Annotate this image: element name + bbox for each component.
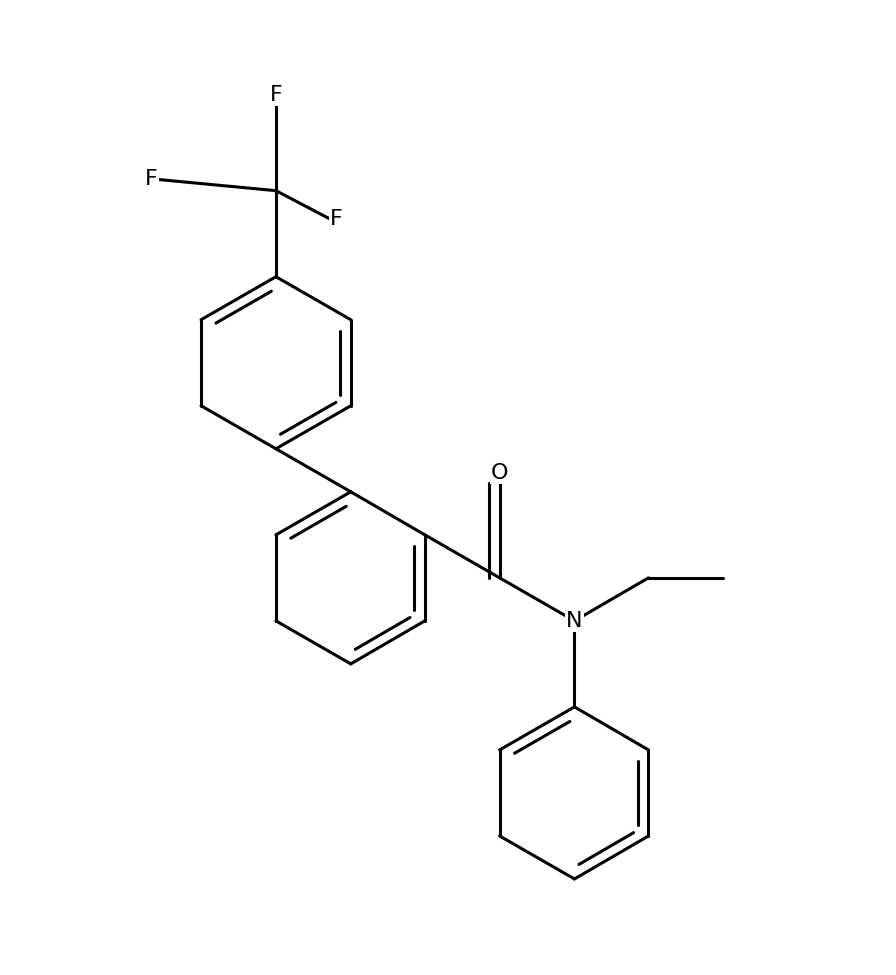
- Text: O: O: [491, 463, 508, 484]
- Text: F: F: [145, 170, 158, 189]
- Text: F: F: [270, 85, 282, 104]
- Text: N: N: [566, 611, 582, 631]
- Text: F: F: [330, 209, 343, 229]
